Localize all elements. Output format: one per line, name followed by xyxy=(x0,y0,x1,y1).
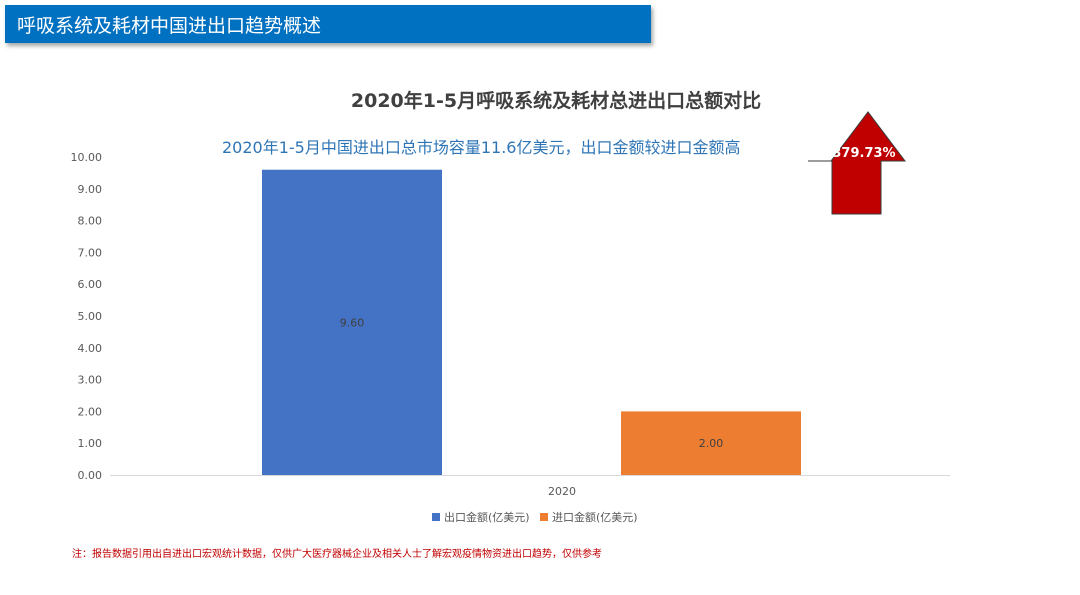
y-tick-label: 4.00 xyxy=(78,342,103,355)
y-tick-label: 9.00 xyxy=(78,183,103,196)
legend: 出口金额(亿美元) 进口金额(亿美元) xyxy=(432,510,638,524)
y-tick-label: 0.00 xyxy=(78,469,103,482)
y-tick-label: 8.00 xyxy=(78,215,103,228)
legend-label: 出口金额(亿美元) xyxy=(444,510,530,524)
axis-group: 0.00 1.00 2.00 3.00 4.00 5.00 6.00 7.00 8.00 9.00… xyxy=(71,151,950,498)
x-tick-label: 2020 xyxy=(548,485,576,498)
footnote: 注：报告数据引用出自进出口宏观统计数据，仅供广大医疗器械企业及相关人士了解宏观疫… xyxy=(72,549,602,560)
annotation-arrow: 379.73% xyxy=(808,111,907,215)
y-tick-label: 6.00 xyxy=(78,278,103,291)
y-tick-label: 3.00 xyxy=(78,374,103,387)
legend-swatch xyxy=(432,513,440,521)
chart-title-text: 2020年1-5月呼吸系统及耗材总进出口总额对比 xyxy=(350,90,762,112)
header-bar: 呼吸系统及耗材中国进出口趋势概述 xyxy=(5,5,651,43)
legend-swatch xyxy=(540,513,548,521)
y-tick-label: 10.00 xyxy=(71,151,103,164)
chart-title: 2020年1-5月呼吸系统及耗材总进出口总额对比 xyxy=(0,86,1080,113)
arrow-shape xyxy=(808,111,907,215)
legend-label: 进口金额(亿美元) xyxy=(552,510,638,524)
chart-subtitle: 2020年1-5月中国进出口总市场容量11.6亿美元，出口金额较进口金额高 xyxy=(222,138,741,157)
y-tick-label: 5.00 xyxy=(78,310,103,323)
data-label: 9.60 xyxy=(340,316,365,329)
bar-import xyxy=(621,411,801,475)
y-tick-label: 2.00 xyxy=(78,405,103,418)
data-label: 2.00 xyxy=(699,437,724,450)
annotation-label: 379.73% xyxy=(832,146,895,161)
page-title: 呼吸系统及耗材中国进出口趋势概述 xyxy=(17,15,322,37)
y-tick-label: 7.00 xyxy=(78,246,103,259)
bar-export xyxy=(262,169,442,475)
y-tick-label: 1.00 xyxy=(78,437,103,450)
bars-group: 9.60 2.00 xyxy=(262,169,801,475)
